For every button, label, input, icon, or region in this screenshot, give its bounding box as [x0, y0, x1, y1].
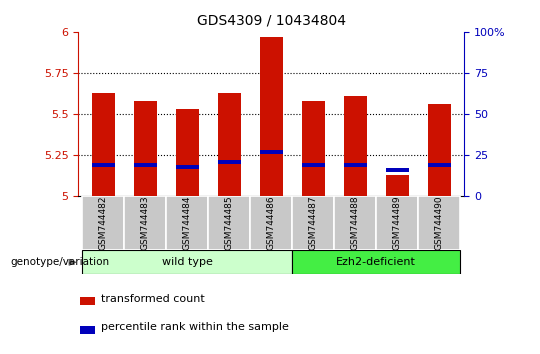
Bar: [344, 96, 367, 196]
Text: GSM744484: GSM744484: [183, 196, 192, 250]
Bar: [124, 196, 166, 250]
Bar: [80, 297, 95, 305]
Text: GSM744487: GSM744487: [309, 196, 318, 250]
Text: wild type: wild type: [162, 257, 213, 267]
Bar: [83, 250, 292, 274]
Text: GSM744485: GSM744485: [225, 196, 234, 250]
Bar: [302, 164, 325, 167]
Bar: [134, 164, 157, 167]
Bar: [344, 164, 367, 167]
Bar: [176, 165, 199, 169]
Text: GSM744483: GSM744483: [141, 196, 150, 250]
Text: percentile rank within the sample: percentile rank within the sample: [101, 322, 289, 332]
Bar: [302, 101, 325, 196]
Text: transformed count: transformed count: [101, 294, 205, 304]
Bar: [92, 93, 115, 196]
Bar: [428, 164, 451, 167]
Text: GSM744489: GSM744489: [393, 196, 402, 250]
Text: GSM744490: GSM744490: [435, 196, 444, 250]
Text: Ezh2-deficient: Ezh2-deficient: [336, 257, 416, 267]
Text: GSM744482: GSM744482: [99, 196, 108, 250]
Text: GSM744486: GSM744486: [267, 196, 276, 250]
Bar: [428, 104, 451, 196]
Bar: [260, 150, 283, 154]
Bar: [292, 196, 334, 250]
Bar: [251, 196, 292, 250]
Bar: [218, 160, 241, 164]
Bar: [260, 37, 283, 196]
Bar: [176, 109, 199, 196]
Bar: [92, 164, 115, 167]
Bar: [386, 175, 409, 196]
Bar: [376, 196, 419, 250]
Text: GSM744488: GSM744488: [351, 196, 360, 250]
Bar: [292, 250, 460, 274]
Bar: [134, 101, 157, 196]
Bar: [166, 196, 208, 250]
Bar: [418, 196, 460, 250]
Title: GDS4309 / 10434804: GDS4309 / 10434804: [197, 14, 346, 28]
Bar: [83, 196, 124, 250]
Bar: [208, 196, 251, 250]
Bar: [386, 168, 409, 172]
Bar: [80, 326, 95, 334]
Bar: [334, 196, 376, 250]
Text: genotype/variation: genotype/variation: [11, 257, 110, 267]
Bar: [218, 93, 241, 196]
